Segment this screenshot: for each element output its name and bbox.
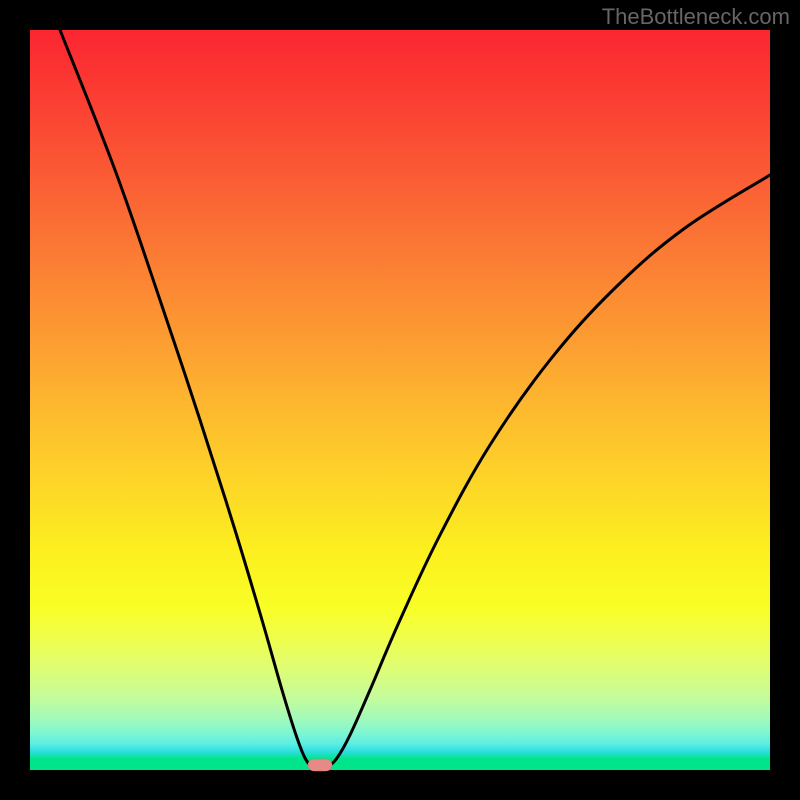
chart-container: TheBottleneck.com xyxy=(0,0,800,800)
optimal-point-marker xyxy=(308,759,332,771)
watermark-text: TheBottleneck.com xyxy=(602,4,790,30)
chart-background-gradient xyxy=(30,30,770,770)
bottleneck-chart xyxy=(0,0,800,800)
